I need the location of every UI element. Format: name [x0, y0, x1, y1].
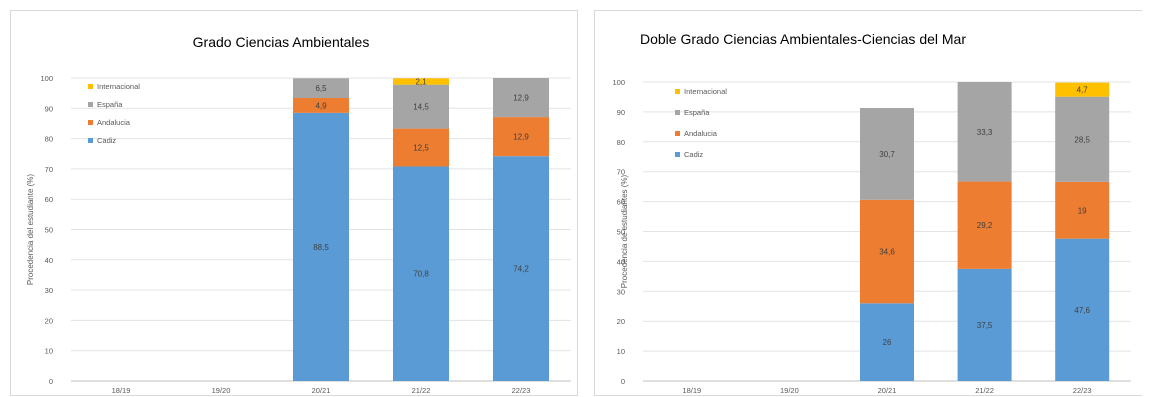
- y-tick-label: 90: [617, 108, 625, 117]
- legend-swatch: [675, 89, 680, 94]
- x-tick-label: 22/23: [1073, 386, 1092, 395]
- bar-segment: [860, 199, 914, 304]
- bar-segment: [1055, 96, 1110, 182]
- y-tick-label: 10: [45, 347, 53, 356]
- y-tick-label: 50: [45, 226, 53, 235]
- legend-swatch: [88, 102, 93, 107]
- bar-segment: [393, 78, 449, 85]
- data-label: 2,1: [415, 77, 427, 86]
- y-tick-label: 0: [621, 377, 625, 386]
- y-tick-label: 80: [45, 135, 53, 144]
- bar-segment: [860, 303, 914, 381]
- bar-segment: [393, 128, 449, 167]
- legend-swatch: [675, 152, 680, 157]
- chart-panel-grado: Grado Ciencias Ambientales 0 10 20 30 40 50 60 7…: [10, 10, 578, 396]
- y-tick-label: 20: [617, 317, 625, 326]
- legend-label: Cadiz: [97, 136, 116, 145]
- y-tick-label: 100: [40, 74, 53, 83]
- y-tick-label: 90: [45, 104, 53, 113]
- data-label: 26: [883, 338, 892, 347]
- legend-label: Andalucia: [684, 129, 718, 138]
- data-label: 12,9: [513, 94, 529, 103]
- bar-segment: [957, 181, 1012, 269]
- x-tick-label: 22/23: [512, 386, 531, 395]
- chart-grado-ciencias-ambientales: Grado Ciencias Ambientales 0 10 20 30 40 50 60 7…: [26, 34, 571, 395]
- x-tick-label: 20/21: [312, 386, 331, 395]
- legend-label: España: [97, 100, 123, 109]
- x-tick-label: 18/19: [682, 386, 701, 395]
- bar-segment: [293, 97, 349, 113]
- x-tick-label: 19/20: [780, 386, 799, 395]
- y-tick-label: 70: [617, 168, 625, 177]
- data-label: 14,5: [413, 103, 429, 112]
- data-label: 34,6: [879, 248, 895, 257]
- y-tick-label: 100: [612, 78, 625, 87]
- y-tick-label: 80: [617, 138, 625, 147]
- data-label: 28,5: [1074, 135, 1090, 144]
- legend-label: Andalucia: [97, 118, 131, 127]
- legend-label: Cadiz: [684, 150, 703, 159]
- bar-segment: [1055, 82, 1110, 97]
- x-tick-label: 18/19: [112, 386, 131, 395]
- y-tick-label: 0: [49, 377, 53, 386]
- data-label: 12,9: [513, 133, 529, 142]
- y-tick-label: 60: [45, 195, 53, 204]
- data-label: 29,2: [977, 221, 993, 230]
- data-label: 4,9: [315, 101, 327, 110]
- chart-title: Doble Grado Ciencias Ambientales-Ciencia…: [640, 31, 966, 47]
- bar-segment: [493, 78, 549, 118]
- y-tick-label: 40: [45, 256, 53, 265]
- bar-segment: [957, 268, 1012, 381]
- bar-segment: [1055, 238, 1110, 381]
- legend-swatch: [88, 120, 93, 125]
- y-tick-label: 30: [617, 287, 625, 296]
- x-tick-label: 21/22: [412, 386, 431, 395]
- bar-segment: [293, 78, 349, 98]
- bar-segment: [393, 166, 449, 381]
- y-tick-label: 70: [45, 165, 53, 174]
- y-tick-label: 30: [45, 286, 53, 295]
- chart-doble-grado: Doble Grado Ciencias Ambientales-Ciencia…: [612, 31, 1131, 395]
- data-label: 33,3: [977, 128, 993, 137]
- chart-panel-doble-grado: Doble Grado Ciencias Ambientales-Ciencia…: [594, 10, 1142, 396]
- data-label: 4,7: [1077, 86, 1089, 95]
- data-label: 37,5: [977, 321, 993, 330]
- data-label: 88,5: [313, 243, 329, 252]
- legend-swatch: [88, 84, 93, 89]
- bar-segment: [957, 82, 1012, 182]
- bar-segment: [493, 156, 549, 381]
- x-tick-label: 21/22: [975, 386, 994, 395]
- legend-swatch: [675, 131, 680, 136]
- bar-segment: [1055, 181, 1110, 239]
- legend-label: Internacional: [97, 82, 140, 91]
- data-label: 19: [1078, 206, 1087, 215]
- y-tick-label: 10: [617, 347, 625, 356]
- y-tick-label: 40: [617, 257, 625, 266]
- bar-segment: [493, 117, 549, 157]
- y-axis-label: Procedencia del estudiante (%): [26, 174, 35, 286]
- y-tick-label: 60: [617, 198, 625, 207]
- bar-segment: [860, 108, 914, 200]
- y-tick-label: 20: [45, 316, 53, 325]
- bar-segment: [393, 84, 449, 129]
- data-label: 6,5: [315, 84, 327, 93]
- bar-segment: [293, 112, 349, 381]
- legend-label: España: [684, 108, 710, 117]
- data-label: 30,7: [879, 150, 895, 159]
- data-label: 47,6: [1074, 306, 1090, 315]
- y-tick-label: 50: [617, 228, 625, 237]
- data-label: 74,2: [513, 265, 529, 274]
- legend-swatch: [675, 110, 680, 115]
- data-label: 12,5: [413, 144, 429, 153]
- x-tick-label: 19/20: [212, 386, 231, 395]
- data-label: 70,8: [413, 270, 429, 279]
- y-axis-label: Procedencia de estudiantes (%): [620, 174, 629, 288]
- x-tick-label: 20/21: [878, 386, 897, 395]
- chart-title: Grado Ciencias Ambientales: [193, 34, 370, 50]
- legend-swatch: [88, 138, 93, 143]
- legend-label: Internacional: [684, 87, 727, 96]
